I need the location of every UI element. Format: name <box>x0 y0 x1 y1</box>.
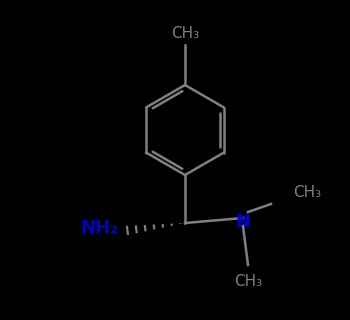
Text: N: N <box>236 213 251 231</box>
Text: CH₃: CH₃ <box>234 274 262 289</box>
Text: CH₃: CH₃ <box>293 185 321 199</box>
Text: NH₂: NH₂ <box>80 219 118 237</box>
Text: CH₃: CH₃ <box>171 26 199 41</box>
